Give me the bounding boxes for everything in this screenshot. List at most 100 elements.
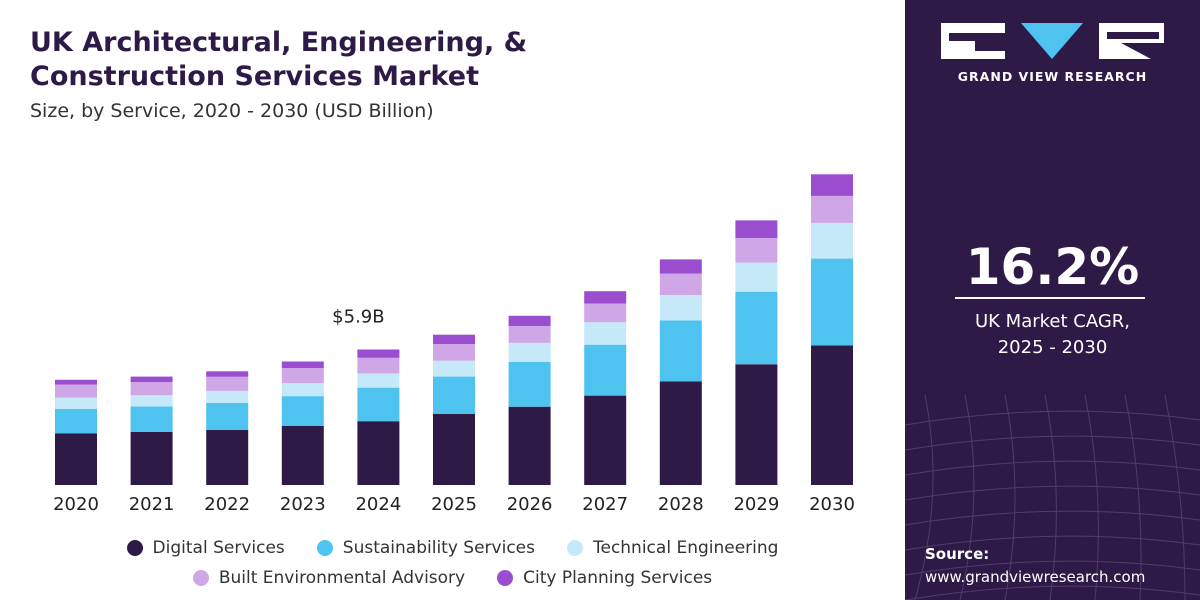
- bar-segment-2030-3: [811, 195, 853, 223]
- legend-label: City Planning Services: [523, 568, 713, 588]
- bar-segment-2024-2: [357, 373, 400, 388]
- legend-item: Technical Engineering: [566, 538, 779, 558]
- bar-segment-2020-4: [55, 379, 97, 385]
- bar-segment-2026-1: [508, 361, 551, 407]
- cagr-divider: [955, 297, 1145, 299]
- x-tick-label: 2021: [129, 494, 175, 515]
- legend-swatch: [192, 570, 209, 586]
- legend-label: Built Environmental Advisory: [218, 568, 466, 588]
- stacked-bar-chart: 2020 2021 2022 2023 2024 2025 2026 2027 2028 2029…: [53, 174, 855, 515]
- bar-segment-2022-2: [206, 390, 249, 403]
- bar-segment-2026-2: [508, 342, 551, 362]
- bar-segment-2025-1: [433, 376, 475, 414]
- bar-segment-2022-0: [206, 430, 249, 485]
- bar-segment-2022-3: [206, 376, 249, 391]
- bar-segment-2023-4: [281, 361, 324, 368]
- legend-item: Built Environmental Advisory: [192, 568, 466, 588]
- x-tick-label: 2026: [507, 494, 553, 515]
- x-tick-label: 2023: [280, 494, 326, 515]
- bar-segment-2025-0: [433, 414, 475, 485]
- legend-label: Digital Services: [152, 538, 285, 558]
- bar-segment-2027-2: [584, 322, 627, 345]
- brand-name: GRAND VIEW RESEARCH: [957, 69, 1148, 84]
- legend-item: Digital Services: [126, 538, 285, 558]
- legend-swatch: [126, 540, 143, 556]
- bar-segment-2022-1: [206, 402, 249, 430]
- x-tick-label: 2025: [431, 494, 477, 515]
- bar-segment-2028-0: [659, 381, 702, 485]
- bar-segment-2023-2: [281, 383, 324, 397]
- brand-sidebar: GRAND VIEW RESEARCH 16.2% UK Market CAGR…: [905, 0, 1200, 600]
- bar-segment-2029-3: [735, 238, 778, 263]
- source-link[interactable]: www.grandviewresearch.com: [925, 568, 1146, 586]
- x-tick-label: 2028: [658, 494, 704, 515]
- legend-swatch: [566, 540, 583, 556]
- bar-segment-2029-0: [735, 364, 778, 485]
- bar-segment-2029-1: [735, 291, 778, 365]
- cagr-value: 16.2%: [965, 238, 1140, 296]
- grand-view-research-logo: [941, 23, 1164, 59]
- bar-segment-2025-2: [433, 360, 475, 377]
- bar-segment-2023-1: [281, 396, 324, 426]
- bar-segment-2030-1: [811, 258, 853, 346]
- legend-item: City Planning Services: [497, 568, 712, 588]
- bar-segment-2028-3: [659, 273, 702, 295]
- cagr-label: UK Market CAGR, 2025 - 2030: [905, 309, 1200, 361]
- bar-segment-2027-3: [584, 303, 627, 323]
- legend-item: Sustainability Services: [316, 538, 535, 558]
- bar-segment-2021-0: [130, 431, 173, 485]
- cagr-label-line2: 2025 - 2030: [997, 337, 1108, 358]
- source-label: Source:: [925, 545, 990, 563]
- legend-swatch: [316, 540, 333, 556]
- bar-segment-2022-4: [206, 371, 249, 377]
- bar-segment-2029-4: [735, 220, 778, 239]
- bar-segment-2030-4: [811, 174, 853, 196]
- x-tick-label: 2020: [53, 494, 99, 515]
- bar-segment-2028-1: [659, 320, 702, 382]
- cagr-label-line1: UK Market CAGR,: [974, 311, 1131, 332]
- decorative-grid-pattern: [905, 395, 1200, 600]
- bar-segment-2024-0: [357, 421, 400, 485]
- bar-segment-2028-2: [659, 295, 702, 321]
- bar-segment-2030-0: [811, 345, 853, 485]
- bar-segment-2027-0: [584, 395, 627, 485]
- x-tick-label: 2024: [355, 494, 401, 515]
- bar-segment-2026-4: [508, 315, 551, 327]
- bar-segment-2020-1: [55, 408, 97, 434]
- bar-segment-2021-1: [130, 406, 173, 432]
- bar-segment-2020-2: [55, 397, 97, 409]
- bar-segment-2021-4: [130, 376, 173, 383]
- bar-segment-2026-0: [508, 406, 551, 485]
- bar-segment-2023-0: [281, 426, 324, 485]
- bar-segment-2029-2: [735, 262, 778, 292]
- x-tick-label: 2022: [204, 494, 250, 515]
- bar-segment-2027-4: [584, 291, 627, 304]
- legend-row: Built Environmental Advisory City Plannin…: [0, 563, 905, 593]
- data-label-annotation: $5.9B: [332, 306, 384, 327]
- bar-segment-2025-4: [433, 334, 475, 344]
- legend-swatch: [497, 570, 514, 586]
- bar-segment-2020-3: [55, 384, 97, 398]
- chart-legend: Digital Services Sustainability Services T…: [0, 533, 905, 593]
- chart-subtitle: Size, by Service, 2020 - 2030 (USD Billi…: [30, 100, 434, 122]
- bar-segment-2028-4: [659, 259, 702, 274]
- bar-segment-2023-3: [281, 368, 324, 384]
- bar-segment-2025-3: [433, 343, 475, 361]
- legend-label: Technical Engineering: [592, 538, 779, 558]
- legend-label: Sustainability Services: [342, 538, 535, 558]
- chart-panel: UK Architectural, Engineering, & Constru…: [0, 27, 905, 593]
- x-tick-label: 2030: [809, 494, 855, 515]
- bar-segment-2024-3: [357, 357, 400, 374]
- bar-segment-2026-3: [508, 326, 551, 343]
- bar-segment-2024-1: [357, 387, 400, 422]
- legend-row: Digital Services Sustainability Services T…: [0, 533, 905, 563]
- x-tick-label: 2029: [733, 494, 779, 515]
- bar-segment-2024-4: [357, 349, 400, 358]
- bar-segment-2021-3: [130, 382, 173, 396]
- bar-segment-2021-2: [130, 395, 173, 407]
- bar-segment-2020-0: [55, 433, 97, 485]
- bar-segment-2027-1: [584, 344, 627, 396]
- x-tick-label: 2027: [582, 494, 628, 515]
- bar-segment-2030-2: [811, 223, 853, 259]
- page-title: UK Architectural, Engineering, & Constru…: [30, 27, 528, 92]
